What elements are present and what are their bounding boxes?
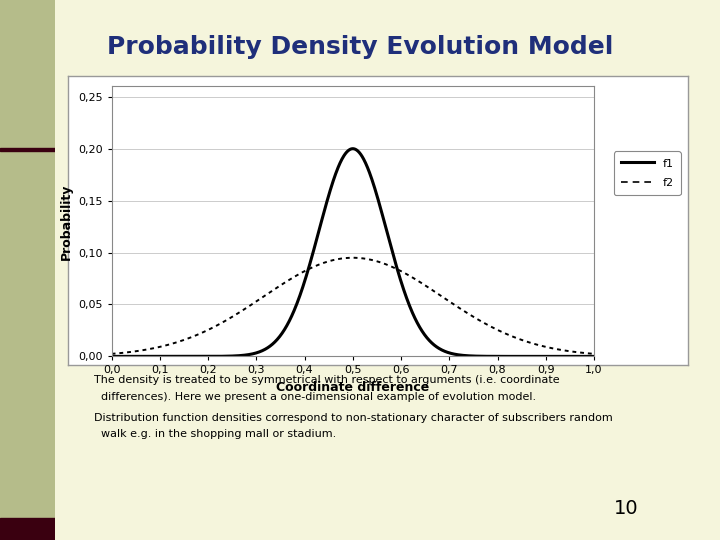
f2 — [156, 343, 165, 350]
f1 — [156, 353, 165, 360]
Line: f2: f2 — [112, 258, 594, 354]
f1 — [590, 353, 598, 360]
f2 — [484, 322, 492, 328]
f2 — [320, 260, 328, 266]
f1 — [492, 353, 501, 360]
f1 — [439, 347, 448, 354]
Text: differences). Here we present a one-dimensional example of evolution model.: differences). Here we present a one-dime… — [94, 392, 536, 402]
f1 — [320, 208, 328, 215]
Line: f1: f1 — [112, 148, 594, 356]
Legend: f1, f2: f1, f2 — [614, 151, 680, 195]
f2 — [439, 294, 448, 301]
Text: The density is treated to be symmetrical with respect to arguments (i.e. coordin: The density is treated to be symmetrical… — [94, 375, 559, 386]
Text: walk e.g. in the shopping mall or stadium.: walk e.g. in the shopping mall or stadiu… — [94, 429, 336, 440]
Bar — [0, 518, 55, 540]
f2 — [348, 254, 357, 261]
Bar — [0, 148, 55, 151]
f1 — [484, 353, 492, 360]
Text: 10: 10 — [614, 500, 639, 518]
f2 — [590, 350, 598, 357]
f2 — [302, 267, 311, 273]
Y-axis label: Probability: Probability — [59, 183, 73, 260]
X-axis label: Coordinate difference: Coordinate difference — [276, 381, 429, 394]
f2 — [107, 350, 116, 357]
Text: Probability Density Evolution Model: Probability Density Evolution Model — [107, 35, 613, 59]
f2 — [492, 326, 501, 333]
f1 — [107, 353, 116, 360]
Text: Distribution function densities correspond to non-stationary character of subscr: Distribution function densities correspo… — [94, 413, 612, 423]
f1 — [302, 272, 311, 278]
f1 — [348, 145, 357, 152]
